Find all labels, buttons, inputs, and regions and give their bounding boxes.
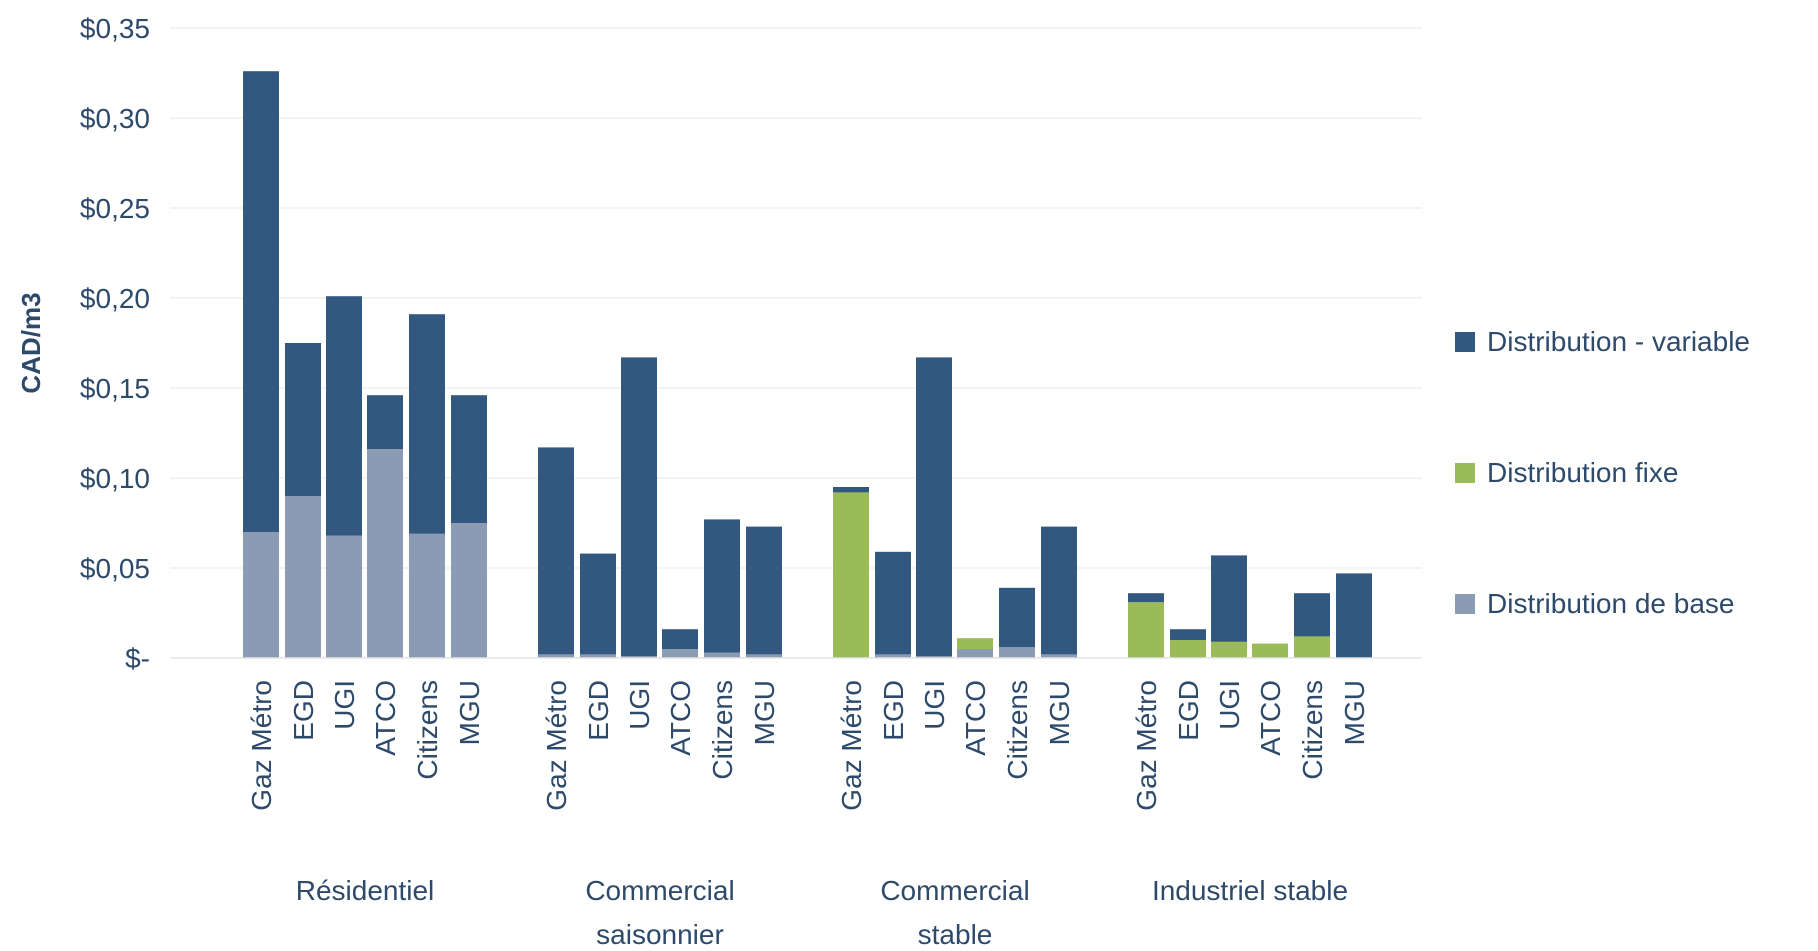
bar-segment-distribution-de-base (1041, 654, 1077, 658)
bar-segment-distribution-variable (580, 553, 616, 655)
bar-segment-distribution-de-base (957, 649, 993, 658)
category-label: ATCO (1255, 680, 1286, 756)
bar-segment-distribution-variable (1294, 593, 1330, 637)
y-tick-label: $0,05 (80, 553, 150, 584)
category-label: ATCO (665, 680, 696, 756)
bar-segment-distribution-de-base (580, 654, 616, 658)
legend-swatch (1455, 594, 1475, 614)
bar-segment-distribution-variable (1128, 593, 1164, 603)
category-label: Citizens (1002, 680, 1033, 780)
legend: Distribution - variable Distribution fixe… (1455, 326, 1750, 619)
bar-segment-distribution-de-base (451, 523, 487, 658)
bar-segment-distribution-fixe (1252, 643, 1288, 658)
category-label: Gaz Métro (1131, 680, 1162, 811)
bar-segment-distribution-variable (875, 551, 911, 655)
category-label: EGD (288, 680, 319, 741)
bar-segment-distribution-de-base (367, 449, 403, 658)
category-label: MGU (1339, 680, 1370, 745)
y-tick-label: $0,15 (80, 373, 150, 404)
bar-segment-distribution-de-base (999, 647, 1035, 658)
category-label: UGI (1214, 680, 1245, 730)
bar-segment-distribution-fixe (957, 638, 993, 649)
bar-segment-distribution-variable (1041, 526, 1077, 655)
bar-segment-distribution-de-base (538, 654, 574, 658)
group-labels: Résidentiel Commercial saisonnier Commercia… (296, 875, 1348, 950)
group-label: saisonnier (596, 919, 724, 950)
legend-label: Distribution fixe (1487, 457, 1678, 488)
group-label: Commercial (585, 875, 734, 906)
y-tick-label: $0,20 (80, 283, 150, 314)
y-tick-label: $- (125, 643, 150, 674)
category-label: Citizens (707, 680, 738, 780)
category-label: Gaz Métro (836, 680, 867, 811)
bar-segment-distribution-variable (746, 526, 782, 655)
category-label: EGD (878, 680, 909, 741)
bar-segment-distribution-variable (916, 357, 952, 657)
bar-segment-distribution-de-base (409, 533, 445, 658)
legend-label: Distribution - variable (1487, 326, 1750, 357)
bar-segment-distribution-de-base (746, 654, 782, 658)
bar-segment-distribution-de-base (621, 656, 657, 658)
bar-segment-distribution-variable (621, 357, 657, 657)
bar-segment-distribution-de-base (243, 532, 279, 658)
category-label: ATCO (960, 680, 991, 756)
category-label: MGU (749, 680, 780, 745)
group-label: Résidentiel (296, 875, 435, 906)
group-label: stable (918, 919, 993, 950)
bar-segment-distribution-variable (326, 296, 362, 536)
y-axis-title: CAD/m3 (16, 292, 46, 393)
bar-segment-distribution-variable (243, 71, 279, 532)
y-axis-ticks: $- $0,05 $0,10 $0,15 $0,20 $0,25 $0,30 $0,35 (80, 13, 150, 674)
bar-segment-distribution-de-base (662, 649, 698, 658)
y-tick-label: $0,30 (80, 103, 150, 134)
category-label: EGD (583, 680, 614, 741)
bar-segment-distribution-variable (285, 343, 321, 496)
bar-segment-distribution-variable (451, 395, 487, 523)
category-label: UGI (919, 680, 950, 730)
bar-segment-distribution-variable (367, 395, 403, 450)
category-label: EGD (1173, 680, 1204, 741)
group-label: Commercial (880, 875, 1029, 906)
category-label: MGU (1044, 680, 1075, 745)
group-label: Industriel stable (1152, 875, 1348, 906)
legend-swatch (1455, 332, 1475, 352)
bar-segment-distribution-fixe (833, 492, 869, 658)
bar-segment-distribution-variable (1336, 573, 1372, 658)
category-label: UGI (329, 680, 360, 730)
y-tick-label: $0,10 (80, 463, 150, 494)
bar-segment-distribution-de-base (704, 652, 740, 658)
category-label: MGU (454, 680, 485, 745)
category-label: Gaz Métro (246, 680, 277, 811)
bar-segment-distribution-de-base (875, 654, 911, 658)
bar-segment-distribution-fixe (1211, 641, 1247, 658)
bar-segment-distribution-fixe (1128, 602, 1164, 658)
category-label: Citizens (412, 680, 443, 780)
bar-segment-distribution-variable (704, 519, 740, 653)
bar-segment-distribution-de-base (285, 496, 321, 658)
category-label: Citizens (1297, 680, 1328, 780)
bar-segment-distribution-variable (1170, 629, 1206, 640)
bar-segment-distribution-de-base (326, 535, 362, 658)
bar-segment-distribution-variable (833, 487, 869, 493)
bar-segment-distribution-variable (1211, 555, 1247, 642)
legend-label: Distribution de base (1487, 588, 1734, 619)
y-tick-label: $0,35 (80, 13, 150, 44)
category-label: Gaz Métro (541, 680, 572, 811)
bar-segment-distribution-de-base (916, 656, 952, 658)
bar-segment-distribution-variable (538, 447, 574, 655)
legend-swatch (1455, 463, 1475, 483)
bar-segment-distribution-variable (999, 587, 1035, 648)
category-label: ATCO (370, 680, 401, 756)
bar-segment-distribution-variable (662, 629, 698, 649)
bar-segment-distribution-fixe (1294, 636, 1330, 658)
bar-segment-distribution-fixe (1170, 640, 1206, 658)
y-tick-label: $0,25 (80, 193, 150, 224)
bars (243, 71, 1372, 658)
bar-segment-distribution-variable (409, 314, 445, 534)
category-label: UGI (624, 680, 655, 730)
category-labels: Gaz Métro EGD UGI ATCO Citizens MGU Gaz Métro E… (246, 680, 1370, 811)
